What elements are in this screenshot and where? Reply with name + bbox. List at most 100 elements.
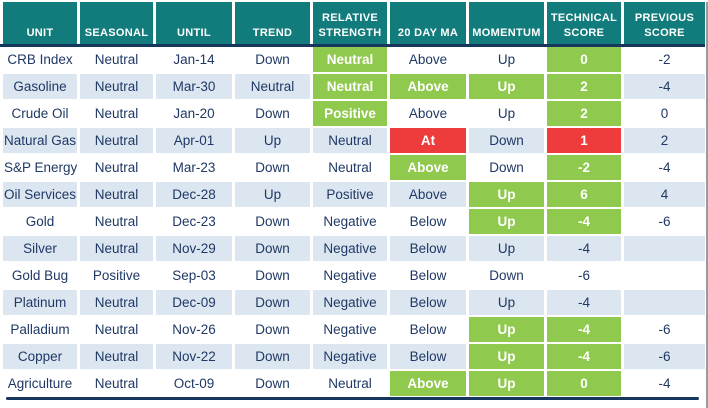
cell-momentum: Up	[469, 47, 544, 72]
cell-until: Nov-22	[156, 344, 232, 369]
cell-seasonal: Neutral	[80, 47, 153, 72]
cell-until: Nov-26	[156, 317, 232, 342]
cell-until: Jan-14	[156, 47, 232, 72]
cell-technical-score: 0	[547, 371, 621, 396]
table-bottom-border	[6, 397, 699, 400]
cell-momentum: Up	[469, 290, 544, 315]
cell-trend: Down	[235, 290, 310, 315]
cell-until: Dec-09	[156, 290, 232, 315]
cell-relative-strength: Neutral	[313, 371, 387, 396]
cell-20-day-ma: Above	[390, 47, 466, 72]
table-row: Natural Gas Neutral Apr-01 Up Neutral At Down 1…	[3, 128, 705, 153]
cell-20-day-ma: Above	[390, 371, 466, 396]
table-row: S&P Energy Neutral Mar-23 Down Neutral Above D…	[3, 155, 705, 180]
cell-trend: Down	[235, 101, 310, 126]
cell-seasonal: Neutral	[80, 371, 153, 396]
cell-unit: Palladium	[3, 317, 77, 342]
cell-unit: Copper	[3, 344, 77, 369]
cell-seasonal: Neutral	[80, 209, 153, 234]
cell-relative-strength: Negative	[313, 290, 387, 315]
table-row: Silver Neutral Nov-29 Down Negative Below Up -4	[3, 236, 705, 261]
cell-20-day-ma: Below	[390, 263, 466, 288]
cell-seasonal: Neutral	[80, 74, 153, 99]
cell-relative-strength: Positive	[313, 101, 387, 126]
cell-momentum: Up	[469, 101, 544, 126]
cell-previous-score: -4	[624, 74, 705, 99]
cell-momentum: Down	[469, 263, 544, 288]
cell-trend: Down	[235, 155, 310, 180]
cell-until: Dec-28	[156, 182, 232, 207]
cell-relative-strength: Neutral	[313, 155, 387, 180]
cell-momentum: Up	[469, 182, 544, 207]
cell-previous-score: 4	[624, 182, 705, 207]
table-row: Platinum Neutral Dec-09 Down Negative Below Up…	[3, 290, 705, 315]
cell-relative-strength: Negative	[313, 209, 387, 234]
cell-until: Mar-30	[156, 74, 232, 99]
header-underline	[0, 44, 705, 47]
frame-right-edge	[706, 2, 708, 408]
cell-unit: Crude Oil	[3, 101, 77, 126]
cell-previous-score: 2	[624, 128, 705, 153]
cell-unit: CRB Index	[3, 47, 77, 72]
cell-20-day-ma: Above	[390, 182, 466, 207]
cell-unit: Gasoline	[3, 74, 77, 99]
table-row: Copper Neutral Nov-22 Down Negative Below Up -4…	[3, 344, 705, 369]
cell-unit: Gold	[3, 209, 77, 234]
cell-unit: Agriculture	[3, 371, 77, 396]
cell-technical-score: 1	[547, 128, 621, 153]
cell-technical-score: -4	[547, 290, 621, 315]
cell-trend: Down	[235, 317, 310, 342]
cell-until: Nov-29	[156, 236, 232, 261]
cell-seasonal: Neutral	[80, 290, 153, 315]
cell-until: Mar-23	[156, 155, 232, 180]
cell-previous-score: -6	[624, 317, 705, 342]
cell-seasonal: Neutral	[80, 344, 153, 369]
cell-20-day-ma: Above	[390, 155, 466, 180]
cell-momentum: Up	[469, 317, 544, 342]
cell-momentum: Up	[469, 209, 544, 234]
table-row: Oil Services Neutral Dec-28 Up Positive Above…	[3, 182, 705, 207]
column-header-momentum: MOMENTUM	[469, 2, 544, 45]
cell-previous-score	[624, 263, 705, 288]
cell-20-day-ma: Below	[390, 209, 466, 234]
cell-relative-strength: Negative	[313, 317, 387, 342]
column-header-seasonal: SEASONAL	[80, 2, 153, 45]
cell-momentum: Up	[469, 371, 544, 396]
column-header-previous-score: PREVIOUS SCORE	[624, 2, 705, 45]
cell-20-day-ma: Above	[390, 101, 466, 126]
cell-previous-score: -4	[624, 371, 705, 396]
cell-previous-score: -6	[624, 344, 705, 369]
cell-trend: Down	[235, 344, 310, 369]
cell-trend: Up	[235, 182, 310, 207]
cell-trend: Down	[235, 263, 310, 288]
cell-unit: Platinum	[3, 290, 77, 315]
table-row: Gasoline Neutral Mar-30 Neutral Neutral Above…	[3, 74, 705, 99]
cell-previous-score	[624, 236, 705, 261]
cell-seasonal: Positive	[80, 263, 153, 288]
column-header-20-day-ma: 20 DAY MA	[390, 2, 466, 45]
cell-trend: Down	[235, 236, 310, 261]
cell-relative-strength: Negative	[313, 263, 387, 288]
cell-previous-score: -2	[624, 47, 705, 72]
cell-technical-score: -6	[547, 263, 621, 288]
cell-until: Jan-20	[156, 101, 232, 126]
cell-unit: Natural Gas	[3, 128, 77, 153]
cell-previous-score: -4	[624, 155, 705, 180]
cell-unit: Silver	[3, 236, 77, 261]
cell-technical-score: -2	[547, 155, 621, 180]
cell-unit: Gold Bug	[3, 263, 77, 288]
cell-technical-score: 2	[547, 101, 621, 126]
cell-momentum: Up	[469, 344, 544, 369]
table-row: Palladium Neutral Nov-26 Down Negative Below U…	[3, 317, 705, 342]
cell-technical-score: -4	[547, 344, 621, 369]
table-row: Gold Neutral Dec-23 Down Negative Below Up -4 -6	[3, 209, 705, 234]
column-header-technical-score: TECHNICAL SCORE	[547, 2, 621, 45]
column-header-until: UNTIL	[156, 2, 232, 45]
cell-technical-score: 2	[547, 74, 621, 99]
cell-technical-score: -4	[547, 209, 621, 234]
header-row: UNIT SEASONAL UNTIL TREND RELATIVE STRENGTH 2…	[3, 2, 705, 45]
cell-trend: Down	[235, 47, 310, 72]
cell-seasonal: Neutral	[80, 317, 153, 342]
table-row: Crude Oil Neutral Jan-20 Down Positive Above U…	[3, 101, 705, 126]
